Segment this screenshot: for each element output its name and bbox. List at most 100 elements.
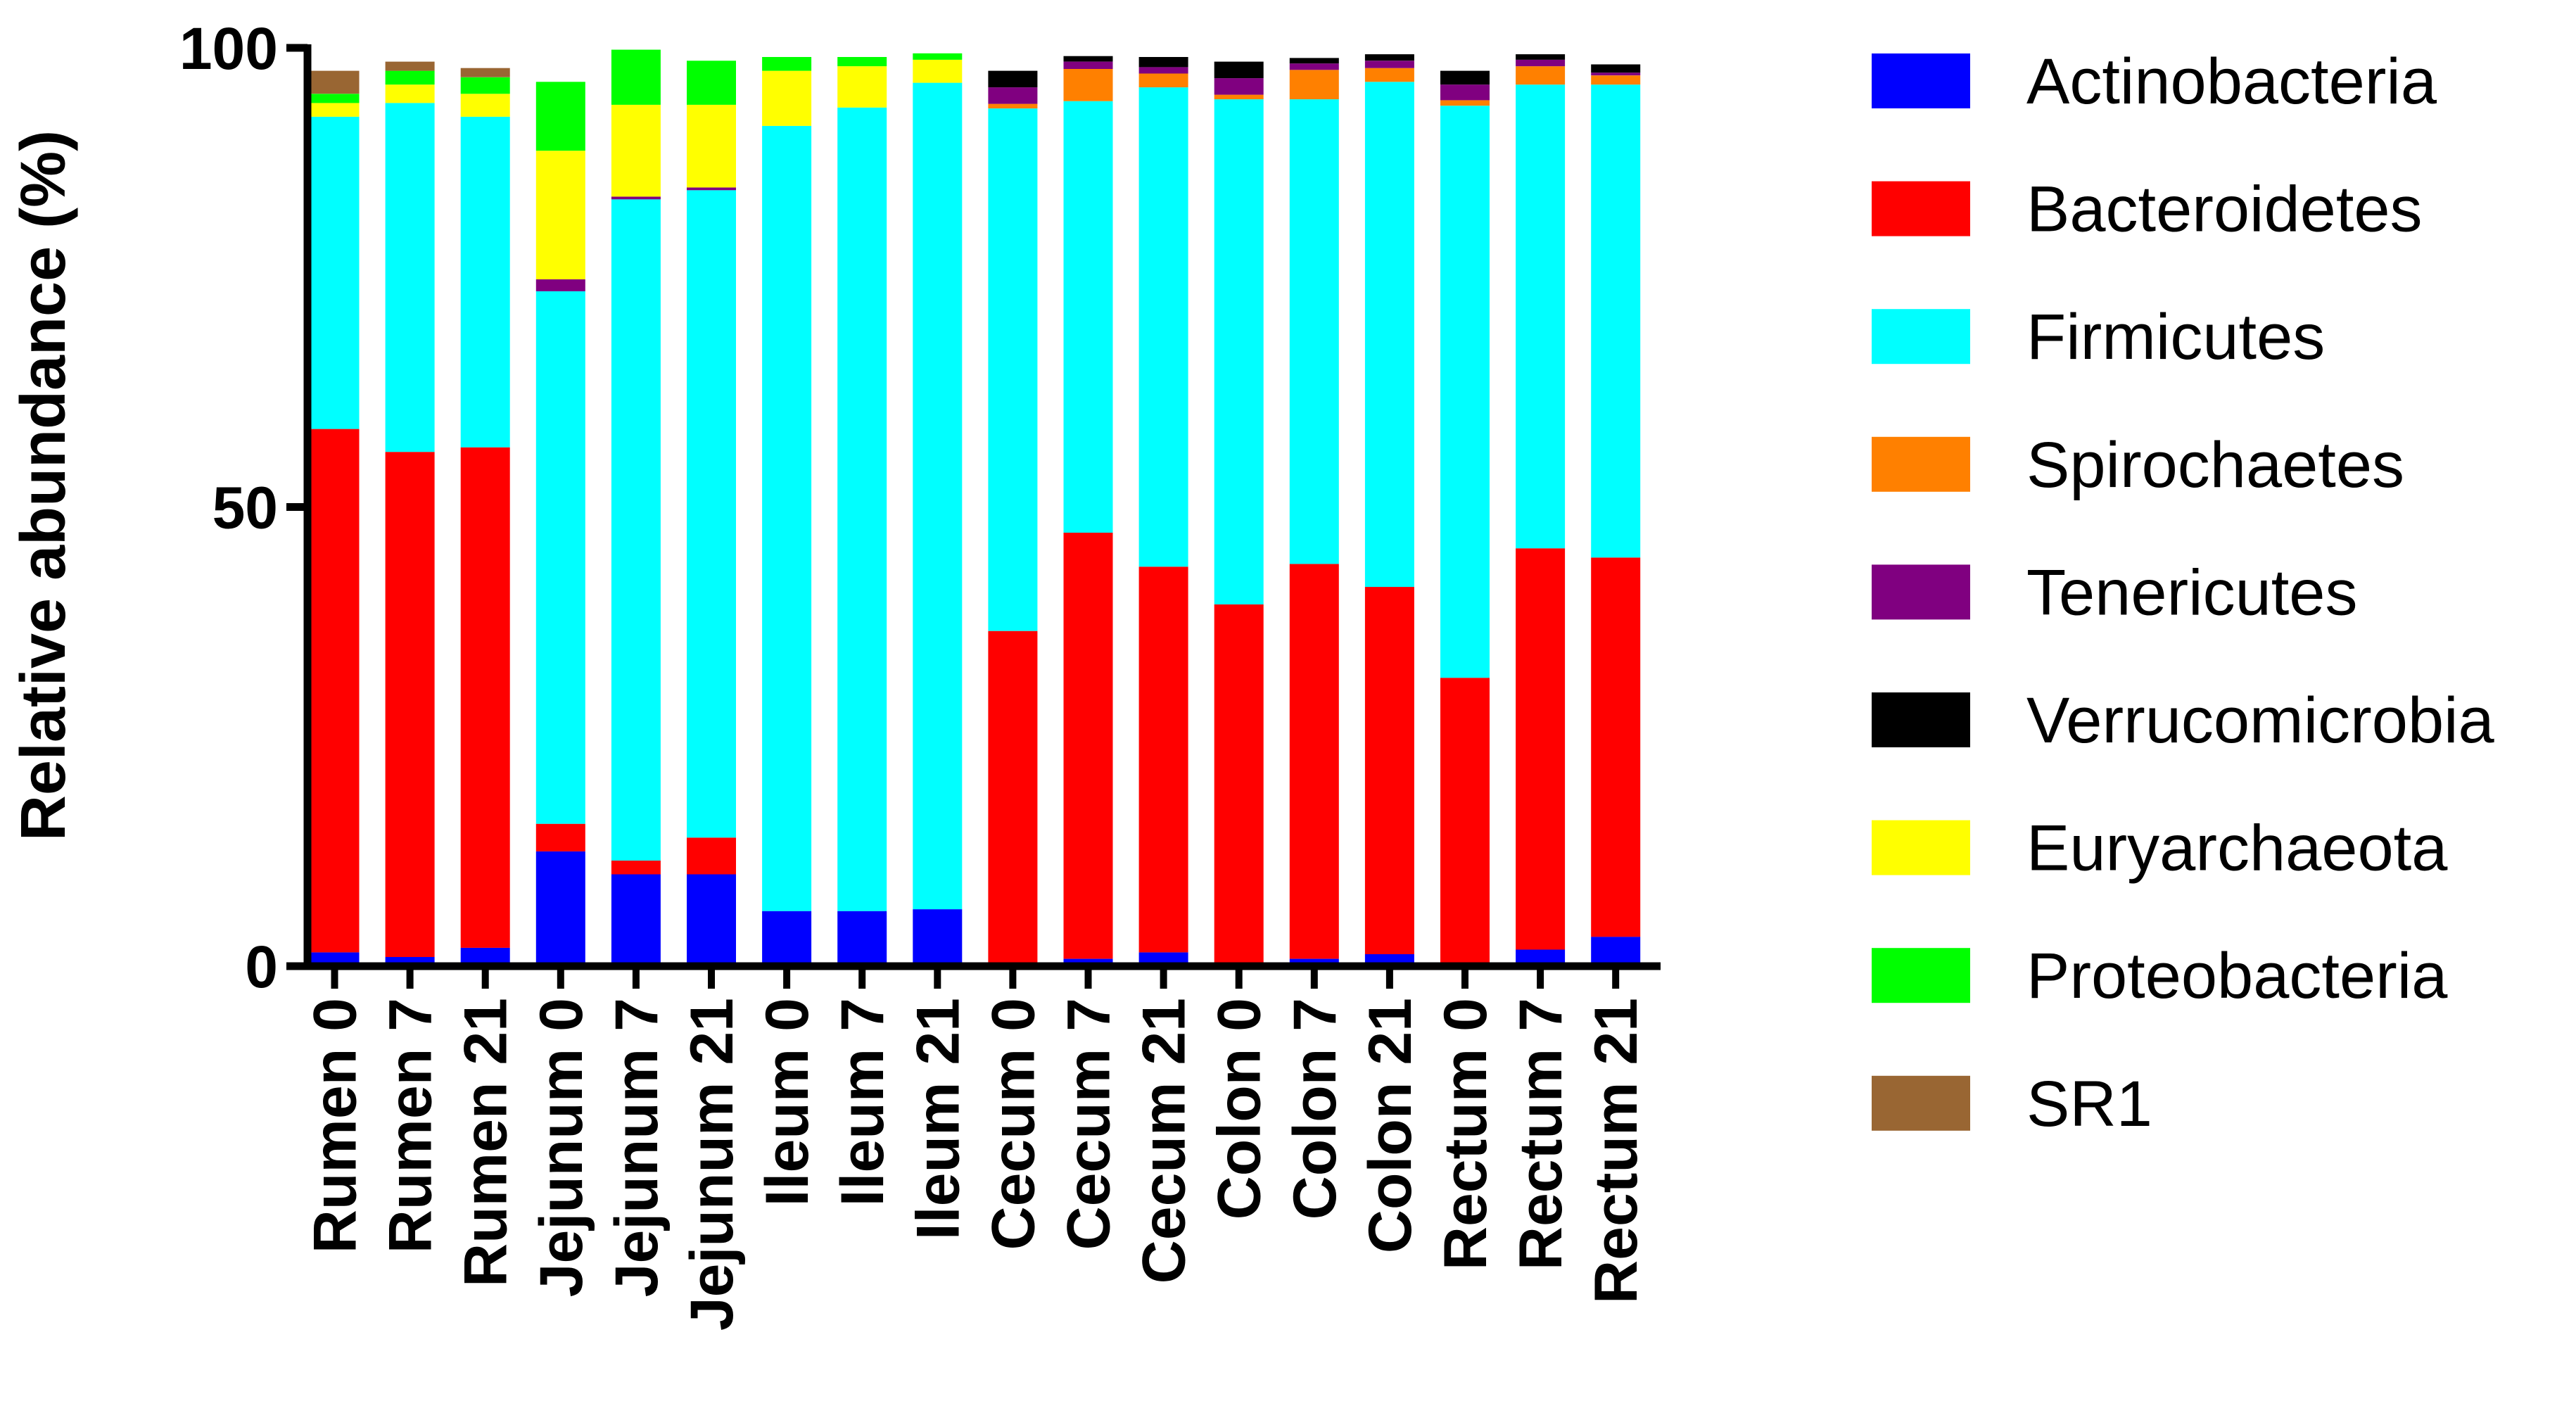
- bar-rectum-21-actinobacteria: [1591, 937, 1641, 966]
- bar-rumen-7-sr1: [385, 61, 435, 71]
- legend: Actinobacteria Bacteroidetes Firmicutes Spi…: [1872, 46, 2495, 1140]
- bar-rectum-0-bacteroidetes: [1440, 678, 1490, 965]
- legend-label-spirochaetes: Spirochaetes: [2026, 429, 2404, 501]
- bar-jejunum-21-bacteroidetes: [687, 837, 736, 875]
- x-tick-label-ileum-21: Ileum 21: [904, 998, 972, 1240]
- bar-rectum-21-tenericutes: [1591, 72, 1641, 76]
- bar-jejunum-0-euryarchaeota: [535, 151, 585, 279]
- y-tick-labels: 0 50 100: [179, 15, 278, 1000]
- bar-jejunum-21-euryarchaeota: [687, 104, 736, 188]
- bar-ileum-0-firmicutes: [762, 125, 812, 911]
- y-tick-label-0: 0: [245, 934, 278, 1000]
- bar-rumen-7-bacteroidetes: [385, 452, 435, 957]
- bar-cecum-21-firmicutes: [1138, 87, 1188, 567]
- legend-swatch-sr1: [1872, 1075, 1970, 1131]
- bar-ileum-21-actinobacteria: [913, 909, 963, 966]
- bar-cecum-7-firmicutes: [1063, 101, 1113, 533]
- bar-rumen-21-firmicutes: [460, 116, 510, 448]
- bar-ileum-7-firmicutes: [837, 107, 887, 911]
- bar-colon-0-tenericutes: [1214, 78, 1264, 95]
- bar-jejunum-7-proteobacteria: [611, 49, 661, 105]
- bar-rectum-21-verrucomicrobia: [1591, 64, 1641, 73]
- bar-ileum-7-proteobacteria: [837, 57, 887, 67]
- y-axis-label: Relative abundance (%): [8, 130, 79, 841]
- bar-colon-0-spirochaetes: [1214, 94, 1264, 100]
- bar-cecum-0-firmicutes: [988, 108, 1038, 631]
- bar-cecum-7-verrucomicrobia: [1063, 56, 1113, 62]
- x-tick-label-colon-0: Colon 0: [1206, 998, 1274, 1219]
- bar-rumen-0-bacteroidetes: [310, 429, 360, 953]
- axes-group: [286, 44, 1661, 989]
- x-tick-label-rectum-0: Rectum 0: [1432, 998, 1499, 1270]
- bar-ileum-7-actinobacteria: [837, 911, 887, 966]
- bar-ileum-21-euryarchaeota: [913, 60, 963, 83]
- bar-rumen-21-sr1: [460, 68, 510, 77]
- bar-colon-21-bacteroidetes: [1364, 587, 1414, 954]
- x-tick-label-cecum-0: Cecum 0: [979, 998, 1047, 1250]
- bar-rumen-0-euryarchaeota: [310, 103, 360, 117]
- bar-jejunum-0-proteobacteria: [535, 82, 585, 151]
- bar-rumen-0-sr1: [310, 70, 360, 94]
- bar-cecum-21-tenericutes: [1138, 67, 1188, 74]
- x-tick-label-jejunum-7: Jejunum 7: [603, 998, 671, 1297]
- bar-rectum-7-bacteroidetes: [1516, 548, 1566, 950]
- bar-rectum-21-bacteroidetes: [1591, 557, 1641, 937]
- legend-swatch-actinobacteria: [1872, 53, 1970, 108]
- bar-ileum-7-euryarchaeota: [837, 66, 887, 108]
- legend-swatch-euryarchaeota: [1872, 820, 1970, 875]
- x-tick-label-rumen-7: Rumen 7: [377, 998, 445, 1253]
- x-tick-label-rectum-7: Rectum 7: [1507, 998, 1575, 1270]
- bar-colon-7-verrucomicrobia: [1289, 58, 1339, 64]
- bar-rumen-21-bacteroidetes: [460, 447, 510, 948]
- bar-colon-21-spirochaetes: [1364, 68, 1414, 82]
- legend-label-proteobacteria: Proteobacteria: [2026, 940, 2448, 1012]
- bar-colon-0-verrucomicrobia: [1214, 61, 1264, 79]
- bar-colon-7-bacteroidetes: [1289, 564, 1339, 959]
- bar-colon-21-verrucomicrobia: [1364, 54, 1414, 61]
- bar-rumen-7-firmicutes: [385, 103, 435, 452]
- legend-swatch-spirochaetes: [1872, 436, 1970, 492]
- bar-rumen-7-euryarchaeota: [385, 84, 435, 103]
- bar-jejunum-21-firmicutes: [687, 190, 736, 838]
- legend-swatch-tenericutes: [1872, 564, 1970, 620]
- legend-label-bacteroidetes: Bacteroidetes: [2026, 174, 2423, 246]
- bar-colon-7-spirochaetes: [1289, 70, 1339, 100]
- bar-colon-7-tenericutes: [1289, 63, 1339, 70]
- bar-cecum-7-bacteroidetes: [1063, 533, 1113, 959]
- bar-colon-21-firmicutes: [1364, 82, 1414, 588]
- bar-rectum-0-spirochaetes: [1440, 100, 1490, 106]
- bar-cecum-0-tenericutes: [988, 87, 1038, 104]
- bar-cecum-0-spirochaetes: [988, 103, 1038, 109]
- bar-jejunum-0-actinobacteria: [535, 851, 585, 966]
- bar-rumen-0-proteobacteria: [310, 94, 360, 103]
- bar-rectum-0-verrucomicrobia: [1440, 70, 1490, 85]
- x-tick-label-ileum-7: Ileum 7: [829, 998, 896, 1206]
- bar-rectum-21-firmicutes: [1591, 84, 1641, 558]
- x-tick-label-colon-21: Colon 21: [1357, 998, 1424, 1253]
- legend-label-firmicutes: Firmicutes: [2026, 301, 2325, 373]
- bar-jejunum-7-tenericutes: [611, 196, 661, 200]
- bar-cecum-21-spirochaetes: [1138, 73, 1188, 88]
- bar-ileum-0-actinobacteria: [762, 911, 812, 966]
- bar-jejunum-0-firmicutes: [535, 291, 585, 824]
- bar-colon-0-firmicutes: [1214, 99, 1264, 604]
- bar-jejunum-7-actinobacteria: [611, 874, 661, 966]
- x-tick-label-cecum-7: Cecum 7: [1055, 998, 1123, 1250]
- legend-label-tenericutes: Tenericutes: [2026, 557, 2357, 628]
- bar-rectum-7-actinobacteria: [1516, 949, 1566, 966]
- bar-ileum-0-euryarchaeota: [762, 70, 812, 126]
- bar-jejunum-7-bacteroidetes: [611, 860, 661, 875]
- bar-rectum-0-tenericutes: [1440, 84, 1490, 101]
- bar-rectum-7-spirochaetes: [1516, 66, 1566, 85]
- bar-cecum-7-spirochaetes: [1063, 69, 1113, 101]
- bar-rumen-0-firmicutes: [310, 116, 360, 429]
- bar-rectum-21-spirochaetes: [1591, 75, 1641, 85]
- legend-swatch-proteobacteria: [1872, 948, 1970, 1003]
- bar-ileum-21-firmicutes: [913, 82, 963, 910]
- bar-rectum-7-firmicutes: [1516, 84, 1566, 549]
- legend-swatch-firmicutes: [1872, 309, 1970, 365]
- bar-rumen-7-proteobacteria: [385, 70, 435, 85]
- bar-rectum-0-firmicutes: [1440, 106, 1490, 678]
- bar-jejunum-7-firmicutes: [611, 199, 661, 861]
